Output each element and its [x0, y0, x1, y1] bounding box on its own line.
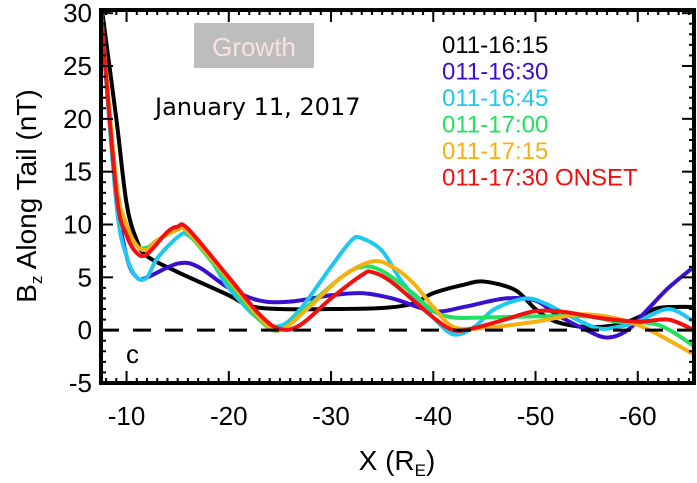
series-layer — [101, 10, 694, 357]
x-tick-label: -60 — [619, 401, 657, 431]
y-tick-label: -5 — [69, 368, 92, 398]
y-tick-label: 5 — [78, 262, 92, 292]
x-tick-label: -30 — [312, 401, 350, 431]
legend: 011-16:15011-16:30011-16:45011-17:00011-… — [442, 32, 638, 192]
y-tick-label: 10 — [63, 210, 92, 240]
y-axis-title-prefix: B — [11, 284, 42, 303]
legend-entry-1: 011-16:30 — [442, 59, 548, 86]
y-axis-title: Bz Along Tail (nT) — [11, 89, 46, 302]
panel-label: c — [126, 339, 139, 369]
legend-entry-2: 011-16:45 — [442, 85, 548, 112]
x-axis-title: X (RE) — [359, 445, 436, 480]
y-tick-label: 15 — [63, 157, 92, 187]
x-tick-label: -50 — [517, 401, 555, 431]
series-line-5 — [101, 12, 694, 333]
y-axis-title-subscript: z — [27, 276, 46, 285]
plot-frame — [99, 8, 696, 385]
x-axis-title-end: ) — [426, 445, 435, 476]
y-tick-label: 0 — [78, 315, 92, 345]
y-tick-label: 30 — [63, 0, 92, 28]
x-axis-title-main: X (R — [359, 445, 415, 476]
y-axis-title-main: Along Tail (nT) — [11, 89, 42, 275]
growth-label: Growth — [212, 32, 296, 62]
y-tick-label: 20 — [63, 104, 92, 134]
legend-entry-5: 011-17:30 ONSET — [442, 165, 638, 192]
x-tick-label: -10 — [108, 401, 146, 431]
series-line-4 — [101, 12, 694, 357]
x-axis-title-subscript: E — [415, 461, 426, 480]
x-tick-label: -20 — [210, 401, 248, 431]
legend-entry-4: 011-17:15 — [442, 138, 548, 165]
growth-label-background — [194, 23, 314, 68]
legend-entry-0: 011-16:15 — [442, 32, 548, 59]
y-tick-label: 25 — [63, 51, 92, 81]
x-tick-label: -40 — [414, 401, 452, 431]
date-label: January 11, 2017 — [153, 93, 361, 121]
legend-entry-3: 011-17:00 — [442, 112, 548, 139]
